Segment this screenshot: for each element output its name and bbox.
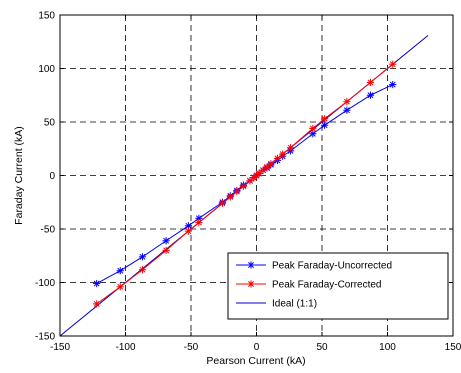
data-point <box>138 253 147 261</box>
data-point <box>259 166 267 174</box>
data-point <box>233 187 241 196</box>
data-point <box>321 115 329 123</box>
data-point <box>116 267 124 275</box>
legend-marker <box>247 280 255 288</box>
x-tick-label: -50 <box>184 342 199 353</box>
x-tick-label: 150 <box>445 342 461 353</box>
data-point <box>279 150 287 158</box>
legend: Peak Faraday-Uncorrected Peak Faraday-Cor… <box>227 252 449 320</box>
y-tick-label: 50 <box>44 118 56 129</box>
y-tick-label: 0 <box>49 171 55 182</box>
data-point <box>93 279 101 288</box>
data-point <box>218 199 227 207</box>
legend-entry: Peak Faraday-Uncorrected <box>236 261 392 272</box>
x-tick-label: -100 <box>115 342 135 353</box>
data-point <box>226 193 234 201</box>
series-layer <box>59 34 429 337</box>
data-point <box>162 237 170 245</box>
legend-entry: Ideal (1:1) <box>236 299 317 310</box>
legend-label: Peak Faraday-Uncorrected <box>272 261 392 272</box>
x-tick-label: -150 <box>50 342 70 353</box>
x-axis-label: Pearson Current (kA) <box>206 355 305 367</box>
legend-box <box>227 252 449 320</box>
x-tick-label: 100 <box>379 342 396 353</box>
data-point <box>255 169 263 177</box>
data-point <box>263 163 271 171</box>
data-point <box>366 91 375 99</box>
data-point <box>195 214 203 222</box>
legend-label: Ideal (1:1) <box>272 299 317 310</box>
y-tick-label: -150 <box>35 332 55 343</box>
data-point <box>184 227 192 235</box>
data-point <box>389 80 397 89</box>
series-1 <box>93 60 397 308</box>
data-point <box>286 144 295 152</box>
data-point <box>389 60 397 68</box>
data-point <box>184 222 192 230</box>
data-point <box>273 154 282 162</box>
y-tick-label: -100 <box>35 278 55 289</box>
data-point <box>195 218 203 227</box>
data-point <box>267 160 275 168</box>
data-point <box>366 78 375 87</box>
x-ticks: -150 -100 -50 0 50 100 150 <box>50 15 461 353</box>
legend-label: Peak Faraday-Corrected <box>272 280 382 291</box>
data-point <box>343 106 351 114</box>
data-point <box>343 98 351 106</box>
legend-marker <box>247 261 255 269</box>
y-tick-label: 150 <box>38 11 55 22</box>
x-tick-label: 50 <box>316 342 328 353</box>
y-axis-label: Faraday Current (kA) <box>13 126 25 225</box>
y-tick-label: 100 <box>38 64 55 75</box>
y-ticks: -150 -100 -50 0 50 100 150 <box>35 11 453 343</box>
data-point <box>162 246 170 254</box>
data-point <box>321 121 329 129</box>
legend-entry: Peak Faraday-Corrected <box>236 280 382 291</box>
x-tick-label: 0 <box>254 342 260 353</box>
data-point <box>138 266 147 274</box>
data-point <box>116 283 124 291</box>
data-point <box>93 300 101 308</box>
data-point <box>309 124 317 133</box>
data-point <box>246 177 254 185</box>
data-point <box>239 182 247 190</box>
y-tick-label: -50 <box>41 225 56 236</box>
